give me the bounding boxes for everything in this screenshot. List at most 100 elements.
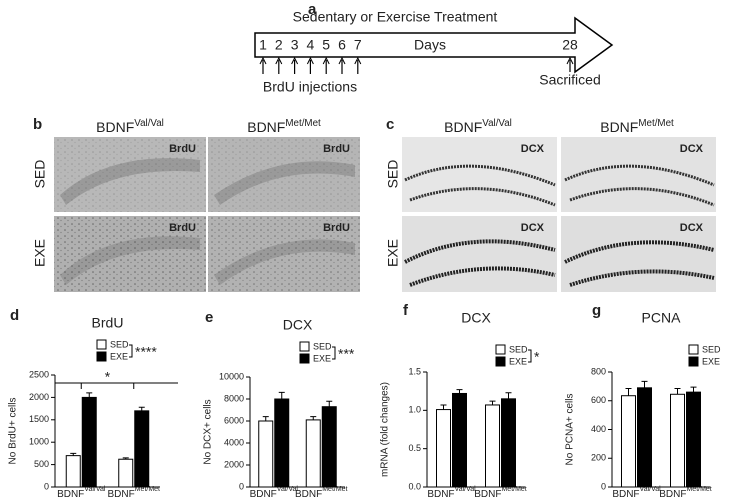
column-header-sup: Met/Met	[638, 118, 674, 129]
significance-bracket	[129, 344, 133, 358]
legend-label: EXE	[313, 353, 331, 363]
day-label: 3	[291, 37, 299, 53]
x-tick-label-base: BDNF	[612, 489, 639, 499]
legend-swatch	[688, 356, 699, 367]
x-tick-label-base: BDNF	[295, 489, 322, 499]
x-tick-label: BDNFVal/Val	[427, 486, 476, 499]
legend-swatch	[495, 344, 506, 355]
bar	[258, 420, 274, 488]
legend-swatch	[299, 353, 310, 364]
y-tick-label: 0	[44, 481, 49, 491]
arrow-head	[306, 56, 314, 65]
legend-label: SED	[313, 341, 332, 351]
error-bar	[489, 400, 496, 405]
y-tick-label: 10000	[219, 371, 244, 381]
y-tick-label: 600	[591, 395, 606, 405]
x-tick-label: BDNFMet/Met	[474, 486, 527, 499]
chart-title: DCX	[283, 317, 313, 333]
legend-label: SED	[702, 344, 721, 354]
legend-swatch	[96, 339, 107, 350]
chart-title: DCX	[461, 310, 491, 326]
x-tick-label: BDNFMet/Met	[295, 486, 348, 499]
y-tick-label: 2000	[29, 392, 49, 402]
error-bar	[505, 392, 512, 399]
bar	[686, 391, 701, 488]
column-header-base: BDNF	[96, 119, 134, 135]
day-label: 2	[275, 37, 283, 53]
error-bar	[262, 416, 269, 421]
panel-label: f	[403, 302, 409, 319]
x-tick-label-sup: Val/Val	[640, 486, 662, 493]
significance-label: ***	[338, 346, 355, 362]
legend-label: SED	[509, 344, 528, 354]
arrow-head	[338, 56, 346, 65]
x-tick-label-sup: Met/Met	[322, 486, 347, 493]
injections-label: BrdU injections	[263, 79, 357, 95]
error-bar	[70, 452, 77, 456]
error-bar	[456, 389, 463, 394]
panel-label: g	[592, 302, 601, 319]
y-tick-label: 2500	[29, 369, 49, 379]
x-tick-label-base: BDNF	[107, 489, 134, 499]
x-tick-label-sup: Val/Val	[84, 486, 106, 493]
column-header-base: BDNF	[247, 119, 285, 135]
bar	[452, 392, 467, 488]
bar	[274, 398, 290, 488]
stain-label: BrdU	[323, 222, 350, 234]
day-label: 5	[322, 37, 330, 53]
significance-bracket	[528, 349, 532, 363]
y-tick-label: 0	[239, 481, 244, 491]
chart-title: BrdU	[92, 315, 124, 331]
column-header-base: BDNF	[444, 119, 482, 135]
column-header: BDNFMet/Met	[247, 118, 321, 135]
y-tick-label: 400	[591, 424, 606, 434]
arrow-head	[566, 56, 574, 65]
legend-label: EXE	[509, 356, 527, 366]
row-label: SED	[385, 160, 401, 189]
column-header-base: BDNF	[600, 119, 638, 135]
error-bar	[625, 388, 632, 396]
bar	[81, 396, 97, 488]
error-bar	[138, 406, 145, 411]
group-bracket	[55, 382, 178, 389]
y-tick-label: 0.0	[408, 481, 421, 491]
y-axis-label: No DCX+ cells	[203, 399, 214, 464]
row-label: EXE	[385, 239, 401, 267]
x-tick-label: BDNFVal/Val	[250, 486, 299, 499]
column-header: BDNFMet/Met	[600, 118, 674, 135]
arrow-head	[322, 56, 330, 65]
y-tick-label: 800	[591, 366, 606, 376]
stain-label: DCX	[680, 143, 704, 155]
y-axis-label: No BrdU+ cells	[8, 398, 19, 465]
bar	[485, 404, 500, 488]
legend-label: EXE	[110, 351, 128, 361]
stain-label: DCX	[521, 222, 545, 234]
y-tick-label: 2000	[224, 459, 244, 469]
y-tick-label: 8000	[224, 393, 244, 403]
error-bar	[641, 380, 648, 388]
y-tick-label: 200	[591, 453, 606, 463]
column-header-sup: Met/Met	[285, 118, 321, 129]
significance-label: ****	[135, 344, 157, 360]
column-header: BDNFVal/Val	[444, 118, 512, 135]
chart-title: PCNA	[642, 310, 682, 326]
panel-label: b	[33, 116, 42, 133]
panel-label: d	[10, 307, 19, 324]
x-tick-label: BDNFVal/Val	[57, 486, 106, 499]
error-bar	[674, 388, 681, 395]
x-tick-label-sup: Met/Met	[686, 486, 711, 493]
timeline-title: Sedentary or Exercise Treatment	[293, 9, 498, 25]
error-bar	[310, 416, 317, 420]
micrographs-b	[54, 137, 360, 292]
error-bar	[278, 391, 285, 399]
row-label: EXE	[32, 239, 48, 267]
y-tick-label: 1000	[29, 437, 49, 447]
bar	[305, 419, 321, 488]
timeline-arrow	[254, 16, 614, 74]
y-axis-label: No PCNA+ cells	[565, 394, 576, 466]
column-header-sup: Val/Val	[482, 118, 512, 129]
stain-label: DCX	[521, 143, 545, 155]
arrow-head	[291, 56, 299, 65]
x-tick-label-sup: Val/Val	[277, 486, 299, 493]
error-bar	[440, 404, 447, 410]
